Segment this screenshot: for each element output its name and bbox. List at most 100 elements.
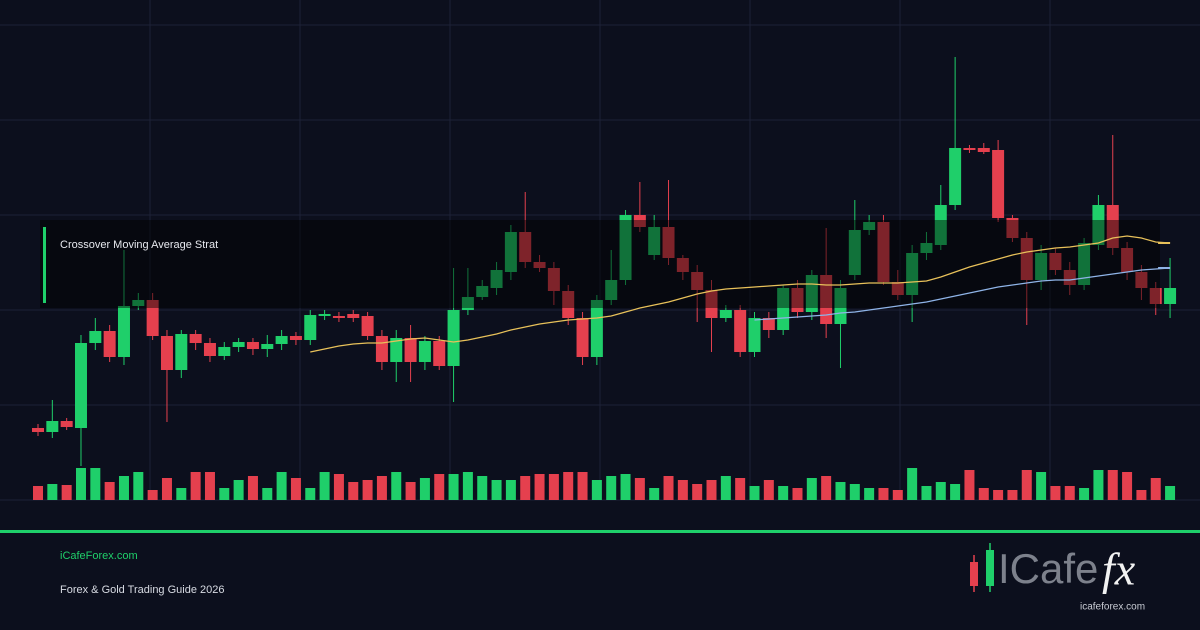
moving-average xyxy=(754,267,1171,321)
candle-body xyxy=(203,343,216,356)
volume-bar xyxy=(548,474,559,500)
volume-bar xyxy=(935,482,946,500)
vertical-grid xyxy=(149,0,1051,500)
volume-bar xyxy=(978,488,989,500)
volume-bar xyxy=(290,478,301,500)
volume-bar xyxy=(835,482,846,500)
volume-bar xyxy=(90,468,101,500)
candle-body xyxy=(404,338,417,362)
candle-body xyxy=(347,314,360,318)
volume-bar xyxy=(1007,490,1018,500)
candle-body xyxy=(60,421,73,427)
volume-bar xyxy=(849,484,860,500)
volume-bar xyxy=(491,480,502,500)
candle-body xyxy=(490,270,503,288)
candle-body xyxy=(977,148,990,152)
volume-bar xyxy=(1093,470,1104,500)
volume-bar xyxy=(663,476,674,500)
candle-body xyxy=(992,150,1005,218)
candle-body xyxy=(74,343,87,428)
chart-title: Crossover Moving Average Strat xyxy=(60,239,218,251)
volume-bar xyxy=(706,480,717,500)
candle-body xyxy=(791,288,804,312)
volume-bar xyxy=(75,468,86,500)
volume-bar xyxy=(1122,472,1133,500)
volume-bar xyxy=(462,472,473,500)
candle-body xyxy=(132,300,145,306)
volume-bar xyxy=(964,470,975,500)
volume-bar xyxy=(720,476,731,500)
candle-body xyxy=(1121,248,1134,272)
volume-bar xyxy=(176,488,187,500)
volume-bar xyxy=(1136,490,1147,500)
volume-bar xyxy=(677,480,688,500)
logo-icon xyxy=(970,543,994,592)
volume-bar xyxy=(1150,478,1161,500)
volume-bar xyxy=(319,472,330,500)
candle-body xyxy=(318,314,331,316)
candle-body xyxy=(418,341,431,362)
candle-body xyxy=(117,306,130,357)
volume-bar xyxy=(305,488,316,500)
candle-body xyxy=(891,282,904,295)
candle-body xyxy=(605,280,618,300)
volume-bar xyxy=(247,476,258,500)
volume-bar xyxy=(577,472,588,500)
candle-body xyxy=(576,318,589,357)
candle-body xyxy=(719,310,732,318)
volume-bar xyxy=(993,490,1004,500)
candle-body xyxy=(906,253,919,295)
candle-body xyxy=(476,286,489,297)
volume-bar xyxy=(1107,470,1118,500)
logo-fx: fx xyxy=(1102,544,1136,595)
volume-bar xyxy=(405,482,416,500)
candle-body xyxy=(1149,288,1162,304)
logo-candle xyxy=(986,550,994,586)
volume-bar xyxy=(950,484,961,500)
candle-body xyxy=(461,297,474,310)
volume-bar xyxy=(47,484,58,500)
candle-body xyxy=(1035,253,1048,280)
volume-bar xyxy=(391,472,402,500)
volume-bar xyxy=(763,480,774,500)
logo-text: ICafe xyxy=(998,545,1098,592)
volume-bar xyxy=(348,482,359,500)
candle-body xyxy=(777,288,790,330)
volume-bar xyxy=(634,478,645,500)
volume-bar xyxy=(376,476,387,500)
volume-bar xyxy=(1064,486,1075,500)
candle-body xyxy=(275,336,288,344)
volume-bar xyxy=(33,486,43,500)
candle-body xyxy=(175,334,188,370)
candle-body xyxy=(590,300,603,357)
candle-body xyxy=(289,336,302,340)
volume-bar xyxy=(190,472,201,500)
volume-bar xyxy=(921,486,932,500)
candle-body xyxy=(361,316,374,336)
candle-body xyxy=(304,315,317,340)
candle-body xyxy=(189,334,202,343)
candle-body xyxy=(103,331,116,357)
volume-bar xyxy=(749,486,760,500)
volume-bar xyxy=(649,488,660,500)
volume-bar xyxy=(434,474,445,500)
volume-bar xyxy=(1036,472,1047,500)
legend-box xyxy=(40,220,1160,308)
legend-accent xyxy=(43,227,46,303)
candle-body xyxy=(218,347,231,356)
candle-body xyxy=(146,300,159,336)
volume-bar xyxy=(1021,470,1032,500)
volume-bar xyxy=(233,480,244,500)
volume-bar xyxy=(806,478,817,500)
volume-bar xyxy=(606,476,617,500)
logo-url: icafeforex.com xyxy=(1080,602,1145,613)
moving-average xyxy=(310,235,1171,353)
volume-bar xyxy=(61,485,72,500)
candle-body xyxy=(662,227,675,258)
candle-body xyxy=(648,227,661,255)
volume-bars xyxy=(33,468,1176,500)
candle-body xyxy=(1006,218,1019,238)
candle-body xyxy=(619,215,632,280)
